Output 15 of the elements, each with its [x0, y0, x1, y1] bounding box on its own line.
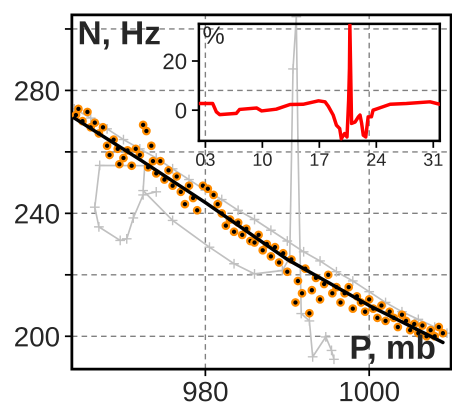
y-axis-title: % [203, 26, 224, 44]
x-tick-label: 24 [367, 153, 386, 166]
y-tick-label: 280 [15, 81, 59, 101]
x-tick-label: 17 [310, 153, 328, 166]
y-tick-label: 200 [15, 326, 59, 347]
y-tick-label: 240 [15, 204, 59, 224]
x-tick-label: 1000 [340, 382, 400, 402]
x-tick-label: 03 [196, 153, 215, 166]
x-tick-label: 10 [254, 153, 272, 166]
y-tick-label: 0 [176, 102, 186, 118]
x-tick-label: 31 [424, 153, 442, 166]
x-tick-label: 980 [184, 382, 228, 402]
y-axis-title: N, Hz [80, 21, 160, 50]
y-tick-label: 20 [163, 54, 186, 70]
x-axis-title: P, mb [352, 334, 435, 364]
